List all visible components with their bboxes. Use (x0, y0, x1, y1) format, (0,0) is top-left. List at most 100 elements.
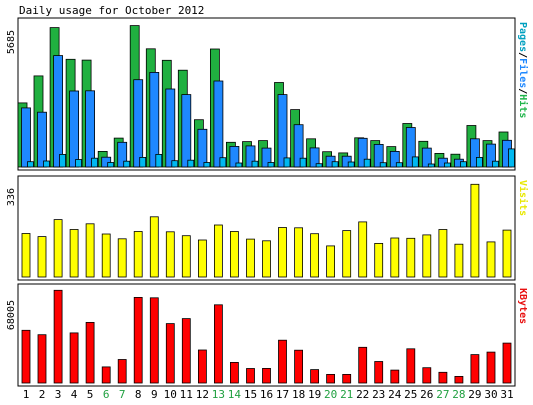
bar-pages-day-1 (27, 161, 34, 168)
y-max-label-kbytes: 68005 (6, 300, 17, 330)
bar-kbytes-day-3 (53, 289, 63, 384)
x-tick-label-day-26: 26 (420, 388, 433, 401)
bar-visits-day-28 (454, 243, 464, 278)
bar-visits-day-13 (213, 224, 223, 278)
bar-pages-day-2 (43, 160, 50, 168)
bar-kbytes-day-8 (133, 296, 143, 384)
bar-files-day-9 (149, 72, 160, 168)
x-tick-label-day-29: 29 (468, 388, 481, 401)
bar-kbytes-day-6 (101, 366, 111, 384)
bar-pages-day-7 (123, 160, 131, 168)
bar-files-day-19 (309, 147, 320, 168)
bar-visits-day-16 (262, 240, 271, 278)
x-tick-label-day-28: 28 (452, 388, 465, 401)
chart-title: Daily usage for October 2012 (19, 4, 204, 17)
bar-pages-day-27 (443, 162, 451, 168)
x-tick-label-day-31: 31 (500, 388, 513, 401)
series-label-visits: Visits (517, 180, 529, 216)
bar-files-day-15 (245, 145, 256, 168)
series-label-part-hits-1: / (517, 52, 528, 58)
bar-kbytes-day-2 (37, 334, 47, 384)
bar-files-day-2 (37, 111, 47, 168)
bar-visits-day-31 (502, 229, 512, 278)
bar-files-day-4 (69, 90, 79, 168)
x-tick-label-day-4: 4 (71, 388, 78, 401)
bar-pages-day-28 (459, 161, 467, 168)
x-tick-label-day-12: 12 (196, 388, 209, 401)
bar-kbytes-day-5 (85, 321, 95, 384)
bar-files-day-27 (437, 157, 448, 168)
x-tick-label-day-11: 11 (180, 388, 193, 401)
bar-files-day-8 (133, 79, 144, 168)
bar-pages-day-17 (283, 157, 291, 168)
x-tick-label-day-6: 6 (103, 388, 110, 401)
x-tick-label-day-2: 2 (39, 388, 46, 401)
x-tick-label-day-3: 3 (55, 388, 62, 401)
y-max-label-visits: 336 (6, 188, 17, 206)
bar-kbytes-day-9 (149, 297, 159, 384)
bar-files-day-13 (213, 80, 224, 168)
bar-visits-day-12 (197, 239, 207, 278)
bar-files-day-16 (261, 147, 272, 168)
bar-visits-day-23 (374, 242, 384, 278)
bar-kbytes-day-24 (390, 369, 400, 384)
x-tick-label-day-9: 9 (151, 388, 158, 401)
bar-visits-day-21 (342, 230, 352, 278)
bar-pages-day-11 (187, 159, 195, 168)
bar-files-day-5 (85, 90, 95, 168)
series-label-hits: Pages/Files/Hits (517, 22, 529, 118)
bar-kbytes-day-17 (278, 339, 287, 384)
bar-pages-day-22 (363, 158, 371, 168)
bar-pages-day-31 (508, 148, 515, 168)
bar-pages-day-18 (299, 157, 307, 168)
x-tick-label-day-7: 7 (119, 388, 126, 401)
bar-kbytes-day-26 (422, 367, 432, 384)
x-tick-label-day-18: 18 (292, 388, 305, 401)
bar-kbytes-day-21 (342, 373, 352, 384)
bar-files-day-10 (165, 88, 176, 168)
bar-visits-day-15 (246, 238, 255, 278)
bar-visits-day-2 (37, 236, 47, 278)
series-label-part-hits-0: Pages (517, 22, 528, 52)
series-pages (27, 148, 515, 168)
x-tick-label-day-22: 22 (356, 388, 369, 401)
series-label-part-hits-4: Hits (517, 94, 529, 118)
bar-visits-day-29 (470, 183, 480, 278)
bar-pages-day-15 (251, 160, 259, 168)
bar-kbytes-day-7 (117, 359, 127, 384)
bar-visits-day-7 (117, 238, 127, 278)
bar-kbytes-day-28 (454, 375, 464, 384)
x-tick-label-day-27: 27 (436, 388, 449, 401)
bar-kbytes-day-13 (213, 304, 223, 384)
bar-visits-day-1 (21, 233, 31, 278)
bar-visits-day-24 (390, 237, 400, 278)
bar-visits-day-5 (85, 223, 95, 278)
bar-pages-day-10 (171, 160, 179, 168)
bar-kbytes-day-1 (21, 329, 31, 384)
series-label-part-visits-0: Visits (517, 180, 529, 216)
series-files (21, 55, 512, 168)
panel-hits: 5685 Pages/Files/Hits (6, 17, 529, 171)
series-label-part-kbytes-0: KBytes (517, 288, 528, 324)
bar-visits-day-4 (69, 229, 79, 278)
bar-kbytes-day-30 (486, 351, 496, 384)
bar-visits-day-17 (278, 227, 287, 278)
bar-kbytes-day-4 (69, 332, 79, 384)
x-tick-label-day-17: 17 (276, 388, 289, 401)
bar-pages-day-4 (75, 159, 82, 168)
bar-visits-day-25 (406, 237, 416, 278)
bar-files-day-7 (117, 141, 128, 168)
bar-pages-day-30 (492, 160, 499, 168)
bar-kbytes-day-10 (165, 323, 175, 384)
series-kbytes (21, 289, 512, 384)
bar-pages-day-8 (139, 156, 147, 168)
bar-kbytes-day-29 (470, 354, 480, 384)
bar-kbytes-day-11 (181, 318, 191, 384)
bar-files-day-25 (405, 127, 416, 168)
series-visits (21, 183, 512, 278)
bar-visits-day-20 (326, 245, 336, 278)
bar-kbytes-day-18 (294, 349, 304, 384)
panel-visits: 336 Visits (6, 175, 529, 281)
bar-visits-day-19 (310, 233, 320, 278)
